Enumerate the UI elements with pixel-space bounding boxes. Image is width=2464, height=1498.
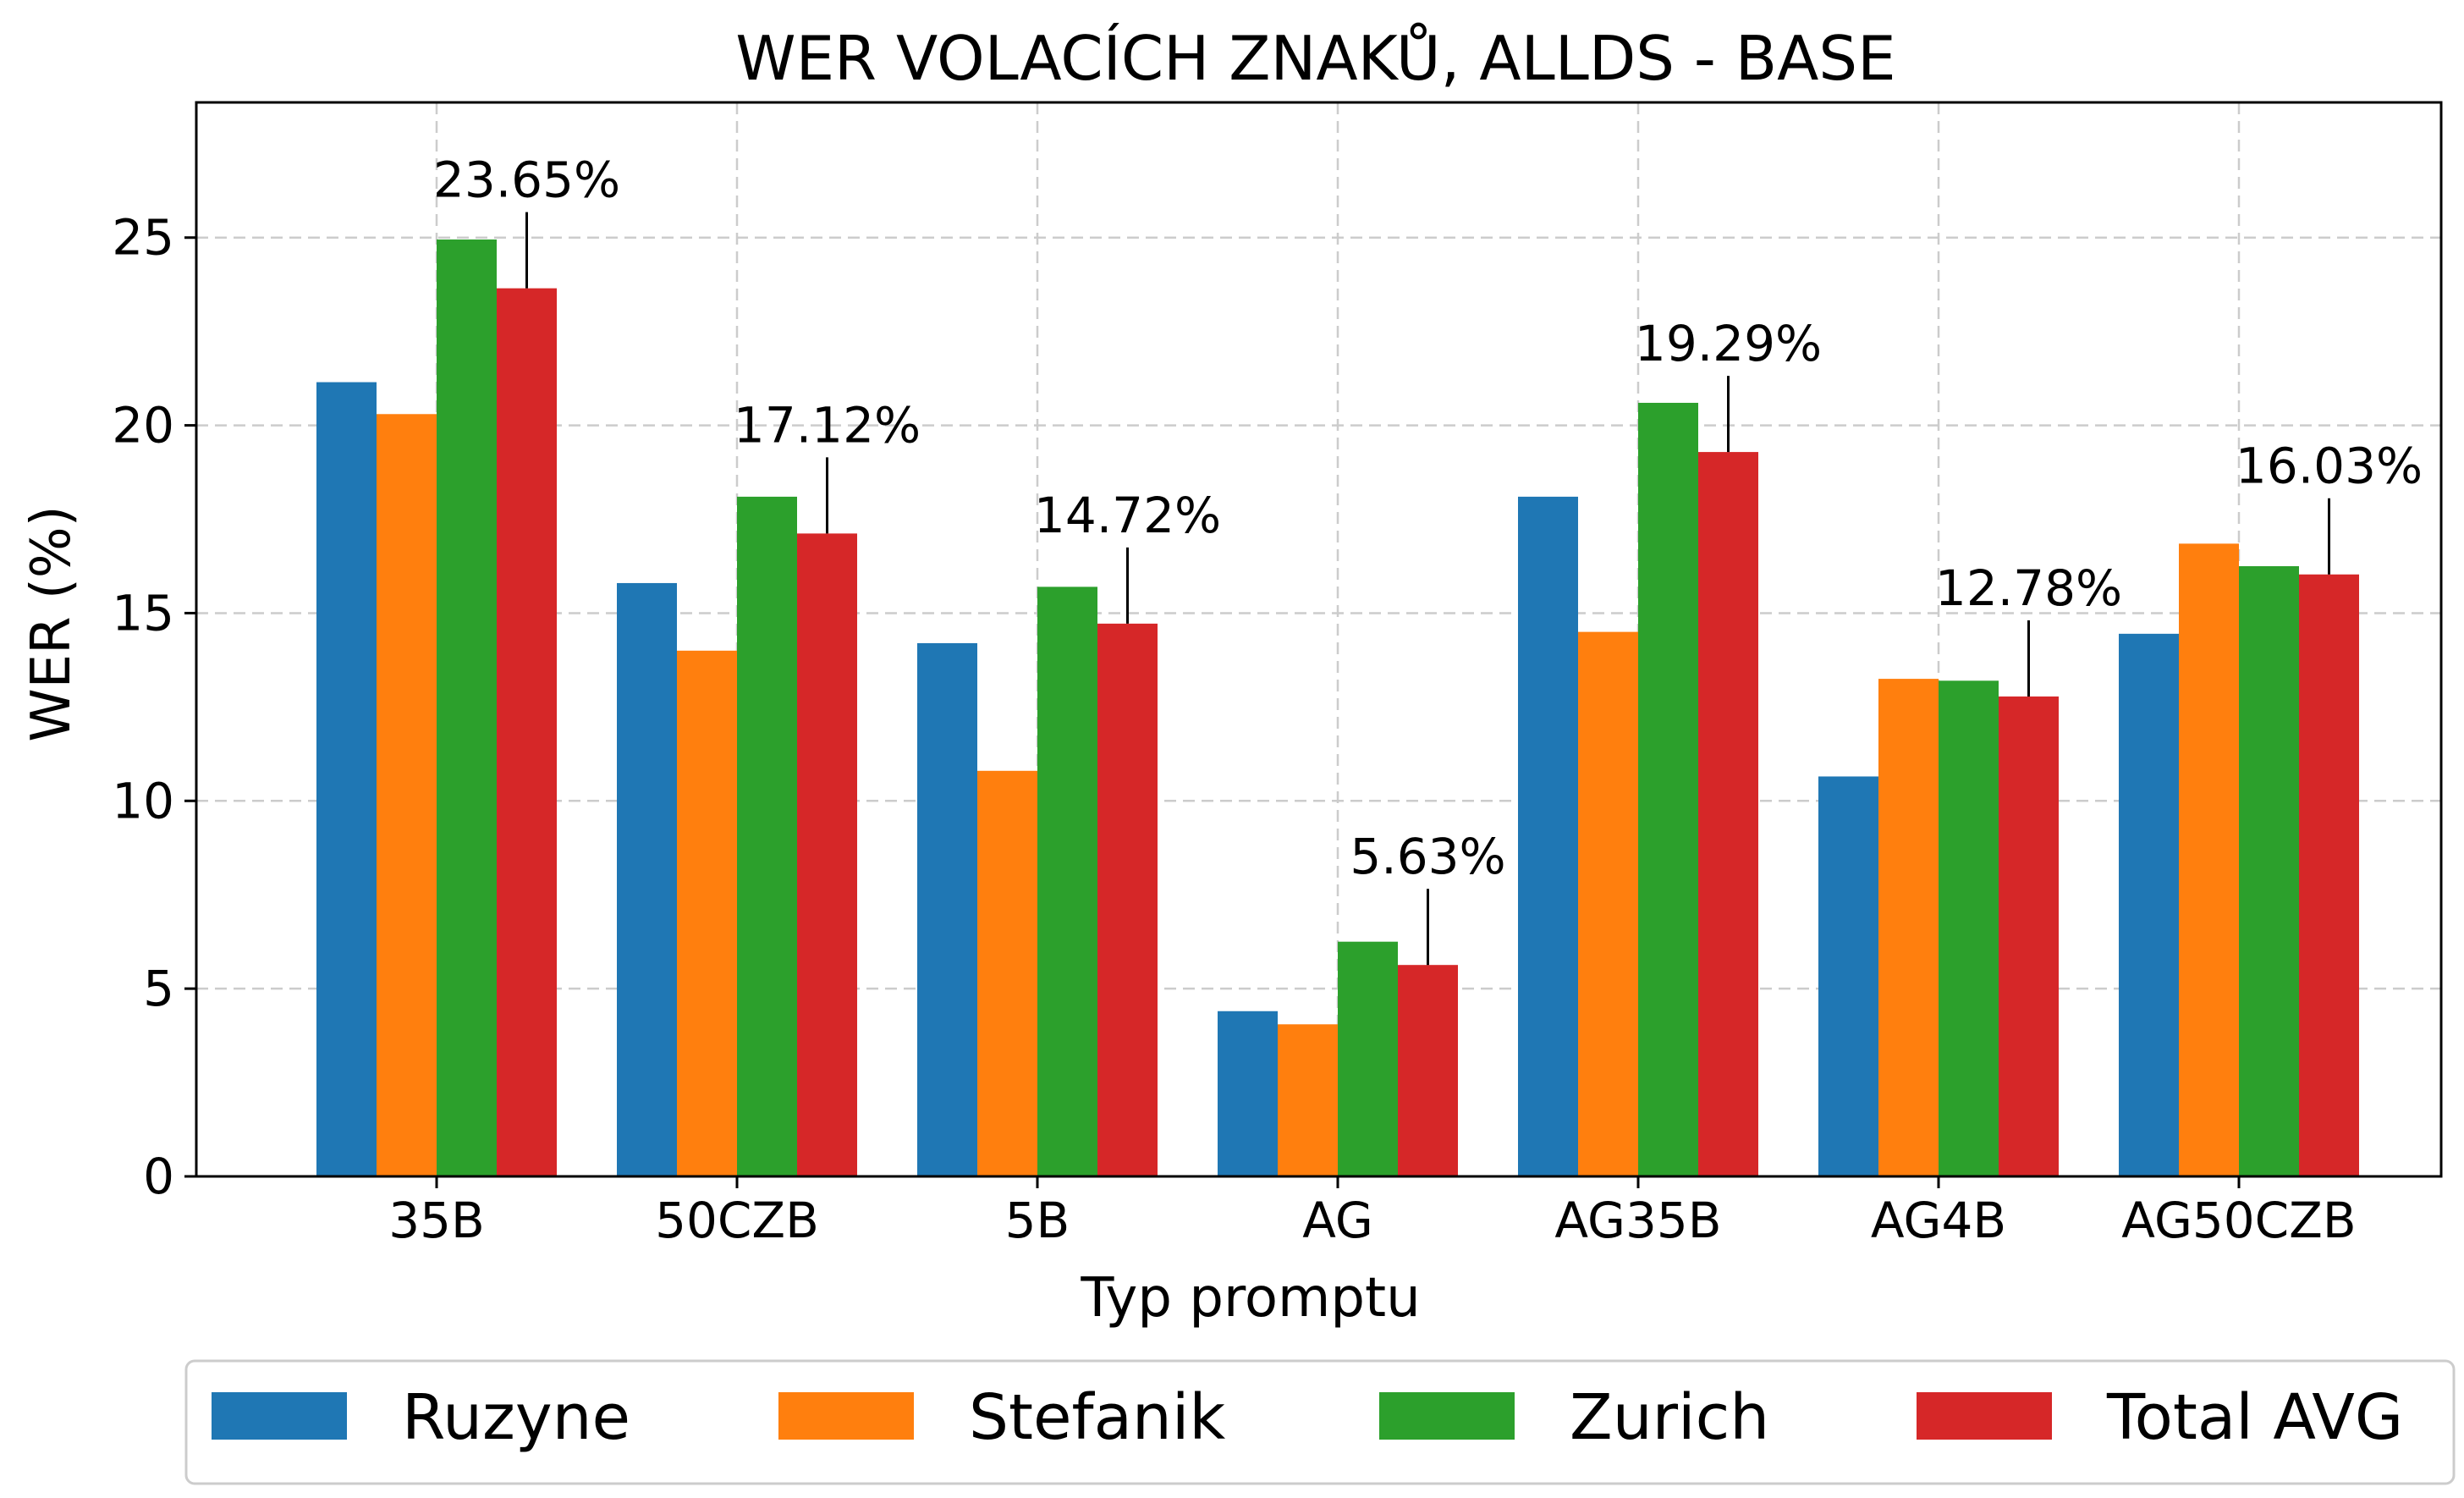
bar bbox=[677, 650, 737, 1176]
legend-swatch bbox=[778, 1392, 914, 1440]
legend-swatch bbox=[212, 1392, 347, 1440]
legend: Ruzyne Stefanik Zurich Total AVG bbox=[184, 1359, 2456, 1485]
bar bbox=[1698, 452, 1758, 1176]
x-tick-label: 35B bbox=[388, 1192, 485, 1249]
data-label: 14.72% bbox=[1034, 487, 1221, 544]
x-tick-label: 50CZB bbox=[655, 1192, 819, 1249]
legend-swatch bbox=[1379, 1392, 1515, 1440]
bar bbox=[1338, 941, 1398, 1176]
bar bbox=[316, 382, 377, 1177]
bar bbox=[2299, 574, 2359, 1176]
y-tick-label: 20 bbox=[112, 397, 174, 454]
x-tick-label: AG4B bbox=[1871, 1192, 2006, 1249]
data-label: 5.63% bbox=[1350, 828, 1505, 885]
x-tick-label: AG50CZB bbox=[2121, 1192, 2356, 1249]
x-tick-label: AG35B bbox=[1554, 1192, 1721, 1249]
y-tick-label: 5 bbox=[143, 960, 174, 1017]
bar bbox=[2119, 633, 2179, 1176]
bar bbox=[1638, 402, 1698, 1176]
bar bbox=[2179, 543, 2239, 1176]
x-axis-label: Typ promptu bbox=[1080, 1267, 1420, 1330]
plot-area-frame bbox=[195, 101, 2443, 1178]
y-tick-label: 15 bbox=[112, 584, 174, 642]
bar bbox=[437, 239, 497, 1177]
y-axis-ticks: 0 5 10 15 20 25 bbox=[112, 209, 196, 1205]
y-axis-label: WER (%) bbox=[20, 505, 83, 741]
data-label: 23.65% bbox=[433, 151, 620, 209]
bar bbox=[1999, 696, 2059, 1176]
legend-label: Total AVG bbox=[2106, 1381, 2403, 1454]
y-tick-label: 10 bbox=[112, 772, 174, 829]
bar bbox=[1097, 623, 1158, 1176]
x-axis-ticks: 35B 50CZB 5B AG AG35B AG4B AG50CZB bbox=[388, 1176, 2357, 1249]
y-tick-label: 0 bbox=[143, 1148, 174, 1205]
data-label: 19.29% bbox=[1635, 315, 1822, 372]
bar bbox=[1278, 1024, 1338, 1176]
bar bbox=[497, 288, 557, 1176]
bar bbox=[1518, 496, 1578, 1176]
bar bbox=[1578, 631, 1638, 1176]
legend-box bbox=[184, 1359, 2456, 1485]
data-label: 12.78% bbox=[1935, 559, 2122, 617]
bar bbox=[1939, 680, 1999, 1176]
legend-swatch bbox=[1917, 1392, 2052, 1440]
bars bbox=[316, 239, 2359, 1177]
data-label: 16.03% bbox=[2236, 438, 2423, 495]
x-tick-label: 5B bbox=[1005, 1192, 1070, 1249]
bar bbox=[617, 582, 677, 1176]
data-label: 17.12% bbox=[734, 396, 921, 454]
bar bbox=[377, 414, 437, 1176]
legend-label: Ruzyne bbox=[402, 1381, 630, 1454]
chart-title: WER VOLACÍCH ZNAKŮ, ALLDS - BASE bbox=[735, 23, 1895, 94]
bar bbox=[1398, 965, 1458, 1176]
legend-label: Zurich bbox=[1570, 1381, 1769, 1454]
bar bbox=[2239, 565, 2299, 1176]
y-tick-label: 25 bbox=[112, 209, 174, 267]
bar bbox=[1218, 1011, 1278, 1176]
bar bbox=[977, 770, 1037, 1176]
x-tick-label: AG bbox=[1302, 1192, 1373, 1249]
bar bbox=[737, 496, 797, 1176]
bar bbox=[797, 533, 857, 1176]
legend-label: Stefanik bbox=[969, 1381, 1225, 1454]
bar bbox=[917, 642, 977, 1176]
bar bbox=[1878, 679, 1939, 1176]
bar bbox=[1818, 776, 1878, 1176]
bar bbox=[1037, 587, 1097, 1176]
data-labels: 23.65% 17.12% 14.72% 5.63% 19.29% 12.78% 16.03… bbox=[433, 151, 2423, 966]
